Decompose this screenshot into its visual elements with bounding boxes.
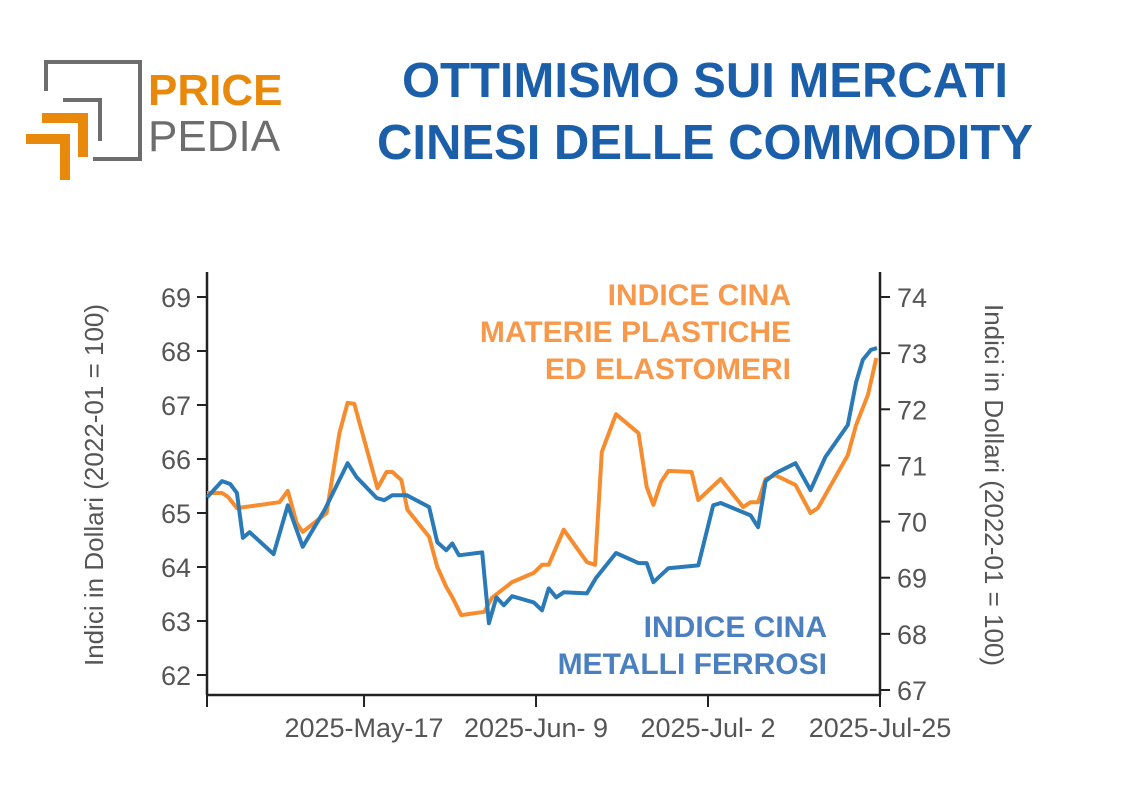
legend-label-plastics: MATERIE PLASTICHE (480, 316, 791, 349)
left-tick-label: 63 (161, 607, 191, 637)
left-tick-label: 65 (161, 499, 191, 529)
logo-text-pedia: PEDIA (148, 112, 281, 161)
series-line-plastics (207, 357, 879, 618)
legend-label-ferrous-metals: METALLI FERROSI (558, 648, 827, 681)
title-line-1: OTTIMISMO SUI MERCATI (401, 54, 1009, 108)
right-tick-label: 71 (897, 451, 927, 481)
right-tick-label: 67 (897, 676, 927, 706)
left-tick-label: 64 (161, 553, 191, 583)
x-tick-label: 2025-Jul- 2 (640, 713, 775, 743)
right-tick-label: 73 (897, 339, 927, 369)
legend-label-ferrous-metals: INDICE CINA (644, 611, 827, 644)
right-tick-label: 72 (897, 395, 927, 425)
right-tick-label: 74 (897, 283, 927, 313)
right-tick-label: 69 (897, 564, 927, 594)
x-tick-label: 2025-Jul-25 (809, 713, 952, 743)
series-line-ferrous-metals (205, 346, 878, 626)
left-tick-label: 68 (161, 337, 191, 367)
right-axis-label: Indici in Dollari (2022-01 = 100) (979, 304, 1009, 666)
right-tick-label: 68 (897, 620, 927, 650)
title-line-2: CINESI DELLE COMMODITY (376, 116, 1034, 170)
left-tick-label: 66 (161, 445, 191, 475)
x-tick-label: 2025-May-17 (284, 713, 443, 743)
left-tick-label: 69 (161, 283, 191, 313)
legend-label-plastics: ED ELASTOMERI (545, 353, 791, 386)
right-tick-label: 70 (897, 508, 927, 538)
pricepedia-logo: PRICE PEDIA (20, 55, 300, 185)
page-title: OTTIMISMO SUI MERCATI CINESI DELLE COMMO… (300, 50, 1110, 174)
left-tick-label: 62 (161, 661, 191, 691)
left-axis-label: Indici in Dollari (2022-01 = 100) (79, 304, 109, 666)
legend-label-plastics: INDICE CINA (608, 279, 791, 312)
x-tick-label: 2025-Jun- 9 (464, 713, 608, 743)
logo-text-price: PRICE (148, 66, 282, 115)
left-tick-label: 67 (161, 391, 191, 421)
